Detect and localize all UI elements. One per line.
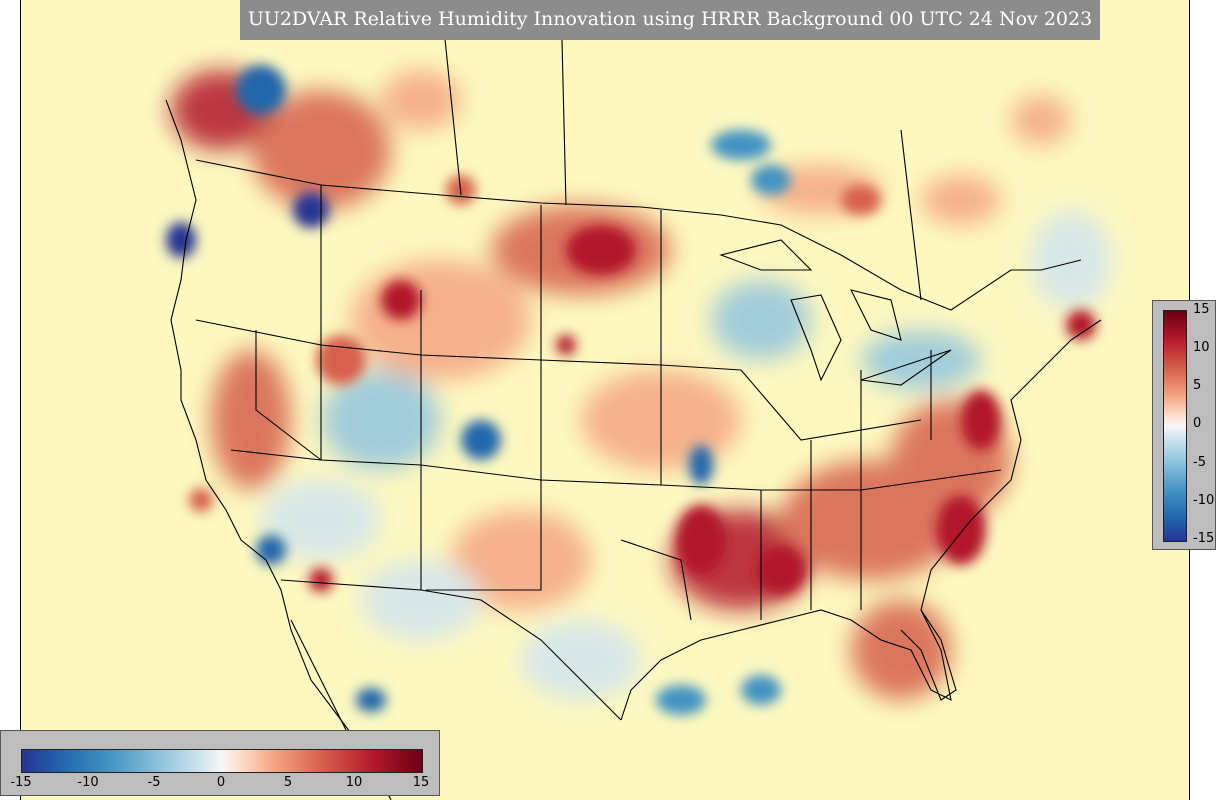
hbar-tick: 15: [412, 775, 430, 790]
vbar-tick: -15: [1193, 531, 1215, 546]
map-area: [20, 0, 1190, 800]
hbar-tick: 0: [216, 775, 226, 790]
map-title: UU2DVAR Relative Humidity Innovation usi…: [240, 0, 1100, 40]
vbar-tick: 0: [1193, 416, 1202, 431]
vertical-colorbar: [1163, 310, 1187, 542]
hbar-tick: -10: [77, 775, 99, 790]
hbar-tick: 5: [283, 775, 293, 790]
boundaries: [165, 0, 1102, 800]
vbar-tick: 15: [1193, 302, 1210, 317]
horizontal-colorbar-panel: -15 -10 -5 0 5 10 15: [0, 730, 440, 796]
hbar-tick: 10: [345, 775, 363, 790]
vbar-tick: 5: [1193, 378, 1202, 393]
vertical-colorbar-panel: 15 10 5 0 -5 -10 -15: [1152, 300, 1216, 550]
vbar-tick: -5: [1193, 455, 1206, 470]
vbar-tick: 10: [1193, 340, 1210, 355]
horizontal-colorbar: [21, 749, 423, 773]
hbar-tick: -15: [10, 775, 32, 790]
vbar-tick: -10: [1193, 493, 1215, 508]
hbar-tick: -5: [147, 775, 161, 790]
humidity-innovation-map: [21, 0, 1189, 800]
